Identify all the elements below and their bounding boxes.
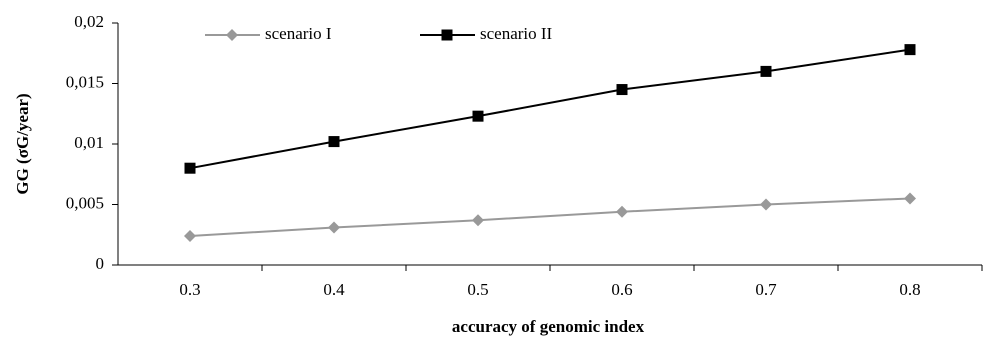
marker: [760, 198, 772, 211]
y-tick-label: 0,015: [66, 72, 104, 91]
marker: [226, 29, 238, 41]
y-tick-label: 0,02: [74, 12, 104, 31]
marker: [328, 136, 340, 148]
marker: [616, 84, 628, 96]
x-tick-label: 0.8: [899, 280, 920, 299]
marker: [184, 229, 196, 242]
y-tick-label: 0,005: [66, 193, 104, 212]
marker: [472, 110, 484, 122]
marker: [616, 205, 628, 218]
series-line: [189, 197, 911, 237]
y-tick-label: 0: [96, 254, 105, 273]
legend-label: scenario I: [265, 24, 332, 43]
marker: [328, 221, 340, 234]
x-tick-label: 0.4: [323, 280, 345, 299]
x-tick-label: 0.7: [755, 280, 777, 299]
marker: [904, 192, 916, 205]
x-tick-label: 0.6: [611, 280, 632, 299]
marker: [472, 214, 484, 227]
marker: [904, 44, 916, 56]
x-tick-label: 0.3: [179, 280, 200, 299]
marker: [184, 162, 196, 174]
x-axis-label: accuracy of genomic index: [452, 317, 645, 336]
y-tick-label: 0,01: [74, 133, 104, 152]
legend-label: scenario II: [480, 24, 553, 43]
x-tick-label: 0.5: [467, 280, 488, 299]
y-axis-label: GG (σG/year): [13, 93, 32, 194]
marker: [760, 65, 772, 77]
marker: [441, 29, 453, 41]
series-line: [189, 48, 911, 170]
